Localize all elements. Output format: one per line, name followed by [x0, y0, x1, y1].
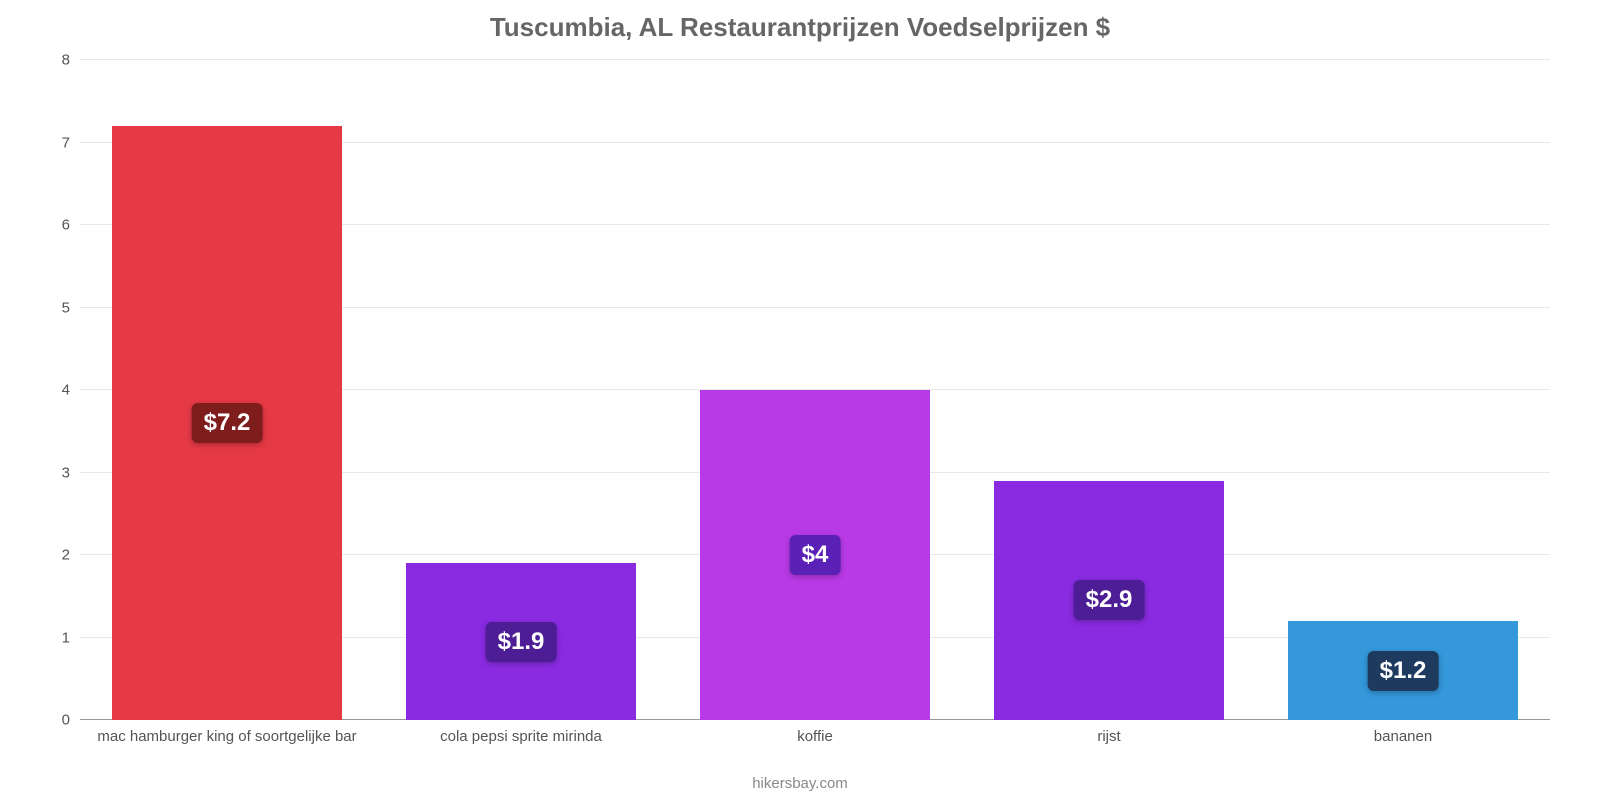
bar: $1.2 [1288, 621, 1517, 720]
x-tick-label: koffie [797, 728, 833, 745]
y-tick-label: 0 [40, 712, 70, 729]
chart-container: Tuscumbia, AL Restaurantprijzen Voedselp… [0, 0, 1600, 800]
value-badge: $1.2 [1368, 651, 1439, 691]
attribution-text: hikersbay.com [0, 775, 1600, 792]
value-badge: $2.9 [1074, 580, 1145, 620]
value-badge: $7.2 [192, 403, 263, 443]
bar: $2.9 [994, 481, 1223, 720]
y-tick-label: 8 [40, 52, 70, 69]
bar: $1.9 [406, 563, 635, 720]
value-badge: $1.9 [486, 622, 557, 662]
y-tick-label: 1 [40, 629, 70, 646]
x-tick-label: mac hamburger king of soortgelijke bar [97, 728, 356, 745]
y-tick-label: 6 [40, 217, 70, 234]
x-tick-label: bananen [1374, 728, 1432, 745]
y-tick-label: 2 [40, 547, 70, 564]
x-tick-label: cola pepsi sprite mirinda [440, 728, 602, 745]
y-tick-label: 7 [40, 134, 70, 151]
chart-title: Tuscumbia, AL Restaurantprijzen Voedselp… [0, 12, 1600, 43]
plot-area: 012345678$7.2mac hamburger king of soort… [80, 60, 1550, 720]
x-tick-label: rijst [1097, 728, 1120, 745]
y-tick-label: 3 [40, 464, 70, 481]
value-badge: $4 [790, 535, 841, 575]
y-tick-label: 5 [40, 299, 70, 316]
grid-line [80, 59, 1550, 60]
bar: $7.2 [112, 126, 341, 720]
y-tick-label: 4 [40, 382, 70, 399]
bar: $4 [700, 390, 929, 720]
